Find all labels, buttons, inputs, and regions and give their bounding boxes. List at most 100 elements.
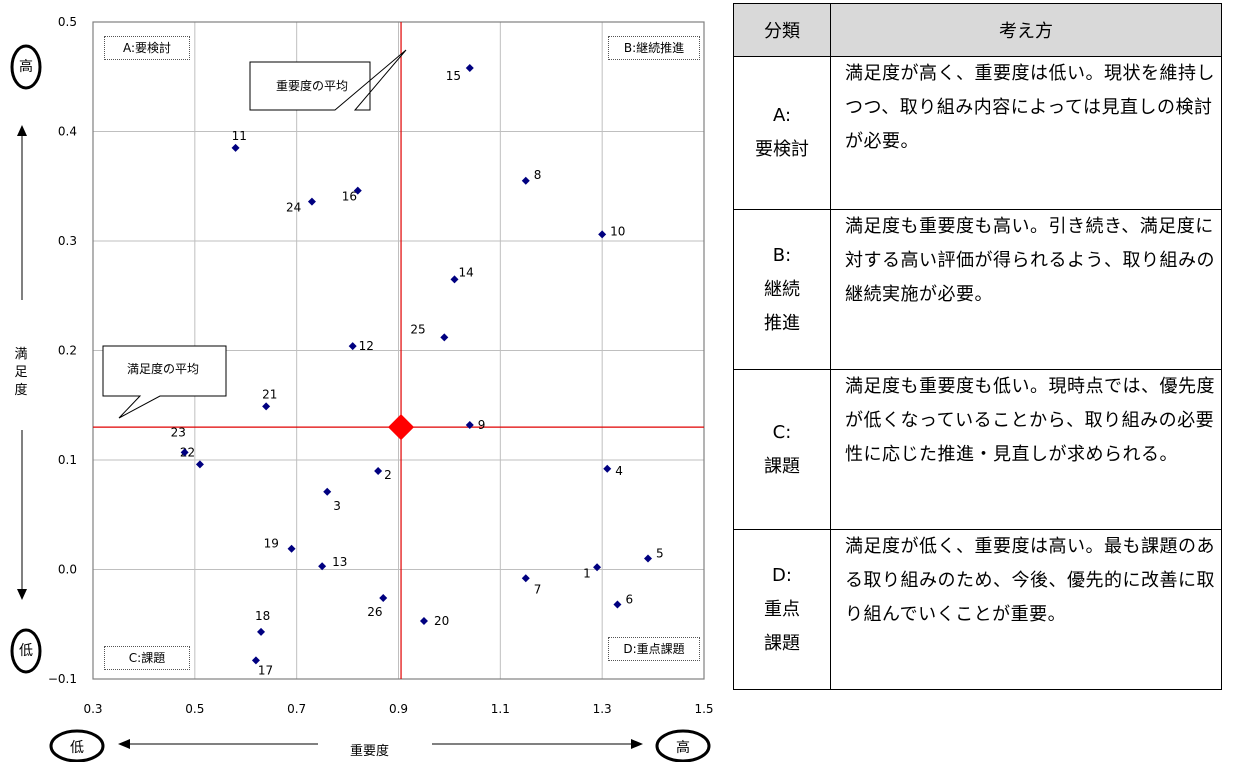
approach-cell: 満足度が高く、重要度は低い。現状を維持しつつ、取り組み内容によっては見直しの検討… [830,56,1222,210]
data-point-label: 15 [446,69,461,83]
category-code: B: [772,244,792,266]
y-tick-label: 0.3 [58,234,77,248]
mean-marker [388,414,415,441]
category-name: 継続 [764,278,800,300]
y-tick-label: 0.0 [58,563,77,577]
table-row: C: 課題 満足度も重要度も低い。現時点では、優先度が低くなっていることから、取… [733,369,1222,530]
quadrant-c-label: C:課題 [104,646,190,670]
x-axis-title: 重要度 [350,744,390,759]
data-point [440,333,449,342]
data-point [521,176,530,185]
data-point [195,460,204,469]
x-high-label: 高 [676,740,690,756]
x-left-arrowhead [118,739,130,749]
mean-y-callout [102,345,227,419]
data-point [521,574,530,583]
scatter-chart: 0.3 0.5 0.7 0.9 1.1 1.3 1.5 0.5 0.4 0.3 0.2 0.1 0.0 −… [10,15,714,762]
data-point-label: 6 [625,593,633,607]
table-header-row: 分類 考え方 [733,3,1222,57]
x-right-arrowhead [631,739,643,749]
data-point-label: 17 [258,663,273,677]
data-point-label: 23 [171,425,186,439]
data-point-label: 8 [534,168,542,182]
data-point [379,593,388,602]
data-point [348,342,357,351]
y-tick-label: 0.2 [58,344,77,358]
x-tick-label: 1.5 [694,702,713,716]
data-point-label: 11 [232,129,247,143]
y-up-arrowhead [17,125,27,136]
data-point-label: 19 [264,537,279,551]
category-name-2: 推進 [764,312,800,334]
header-approach: 考え方 [830,3,1222,57]
data-point-label: 2 [384,468,392,482]
data-point-label: 26 [367,605,382,619]
data-point [598,230,607,239]
x-low-oval [49,729,105,762]
category-code: D: [772,564,792,586]
table-row: A: 要検討 満足度が高く、重要度は低い。現状を維持しつつ、取り組み内容によって… [733,56,1222,210]
data-point-label: 24 [286,201,301,215]
y-title-char-2: 足 [14,365,28,380]
data-point [374,466,383,475]
data-point [287,544,296,553]
category-name: 課題 [764,455,800,477]
category-cell: D: 重点 課題 [733,529,831,690]
data-point [257,627,266,636]
x-tick-label: 0.9 [389,702,408,716]
category-cell: B: 継続 推進 [733,209,831,370]
data-point [353,186,362,195]
data-point [450,275,459,284]
data-point-label: 3 [333,499,341,513]
x-tick-label: 0.3 [83,702,102,716]
x-tick-label: 0.5 [185,702,204,716]
data-point [307,197,316,206]
x-tick-label: 1.3 [593,702,612,716]
y-low-oval [10,628,42,674]
approach-cell: 満足度も重要度も高い。引き続き、満足度に対する高い評価が得られるよう、取り組みの… [830,209,1222,370]
data-point [465,63,474,72]
data-point-label: 16 [342,190,357,204]
y-title-char-1: 満 [14,347,28,362]
data-point-label: 14 [459,265,474,279]
x-high-oval [655,729,711,762]
data-point-label: 4 [615,464,623,478]
data-point [465,420,474,429]
y-down-arrowhead [17,589,27,600]
category-name: 要検討 [755,139,809,160]
y-axis-title: 満 足 度 [12,346,30,400]
data-point-label: 7 [534,582,542,596]
y-tick-label: 0.1 [58,453,77,467]
y-title-char-3: 度 [14,383,28,398]
data-point [323,487,332,496]
classification-table: 分類 考え方 A: 要検討 満足度が高く、重要度は低い。現状を維持しつつ、取り組… [733,3,1222,690]
y-high-oval [10,44,42,90]
data-point-label: 9 [478,418,486,432]
x-low-label: 低 [70,740,84,756]
y-tick-label: 0.4 [58,125,77,139]
data-point [180,448,189,457]
y-high-label: 高 [19,59,33,75]
mean-y-callout-text: 満足度の平均 [127,361,199,376]
header-category: 分類 [733,3,831,57]
data-point [643,554,652,563]
plot-frame [92,21,705,680]
mean-x-callout-text: 重要度の平均 [276,78,348,93]
table-row: B: 継続 推進 満足度も重要度も高い。引き続き、満足度に対する高い評価が得られ… [733,209,1222,370]
approach-cell: 満足度も重要度も低い。現時点では、優先度が低くなっていることから、取り組みの必要… [830,369,1222,530]
quadrant-d-label: D:重点課題 [608,637,700,661]
category-code: C: [772,421,792,443]
data-point [231,143,240,152]
data-point-label: 25 [410,322,425,336]
data-point [603,464,612,473]
data-point-label: 1 [583,566,591,580]
category-name: 重点 [764,598,800,620]
data-point-label: 13 [332,555,347,569]
quadrant-a-label: A:要検討 [104,36,190,60]
category-cell: A: 要検討 [733,56,831,210]
data-point-label: 12 [359,339,374,353]
table-row: D: 重点 課題 満足度が低く、重要度は高い。最も課題のある取り組みのため、今後… [733,529,1222,690]
category-name-2: 課題 [764,632,800,654]
data-point [613,600,622,609]
data-point [593,563,602,572]
